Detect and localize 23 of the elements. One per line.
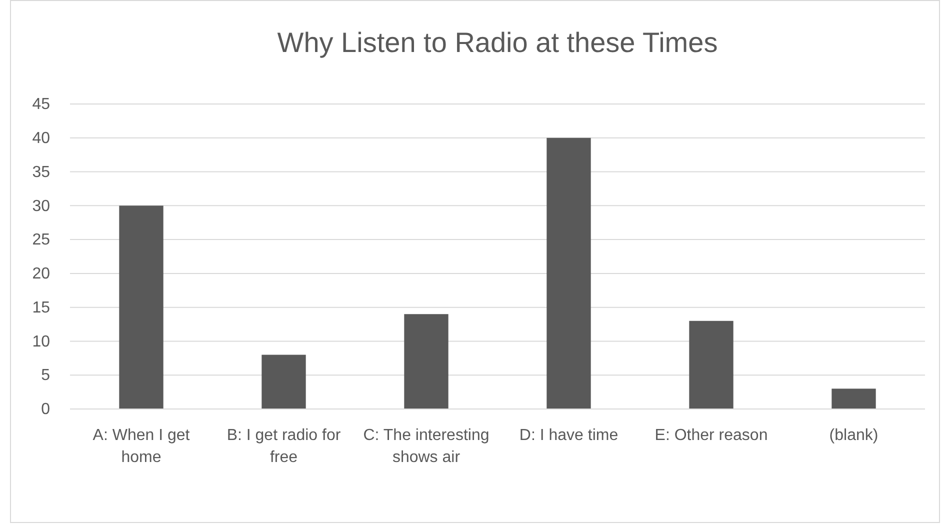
y-tick-label: 25 [32, 232, 50, 249]
x-tick-label: A: When I get home [92, 427, 190, 466]
bar [119, 206, 164, 409]
y-tick-label: 45 [32, 96, 50, 114]
bar [404, 314, 448, 409]
x-tick-label: C: The interesting shows air [363, 427, 490, 466]
x-tick-label: B: I get radio for free [226, 427, 342, 466]
y-tick-label: 30 [32, 198, 50, 215]
chart-title: Why Listen to Radio at these Times [277, 27, 718, 58]
bar [546, 138, 591, 409]
y-tick-label: 0 [41, 401, 50, 418]
bar [832, 388, 876, 409]
y-tick-label: 5 [41, 367, 50, 384]
y-tick-label: 35 [32, 164, 50, 181]
x-tick-label: (blank) [829, 427, 878, 444]
x-tick-label: D: I have time [519, 427, 618, 444]
y-tick-label: 40 [32, 130, 50, 148]
y-tick-label: 10 [32, 333, 50, 350]
x-tick-label: E: Other reason [654, 427, 768, 444]
bar [262, 354, 306, 409]
y-tick-label: 20 [32, 266, 50, 283]
bar [689, 320, 734, 409]
y-tick-label: 15 [32, 299, 50, 316]
